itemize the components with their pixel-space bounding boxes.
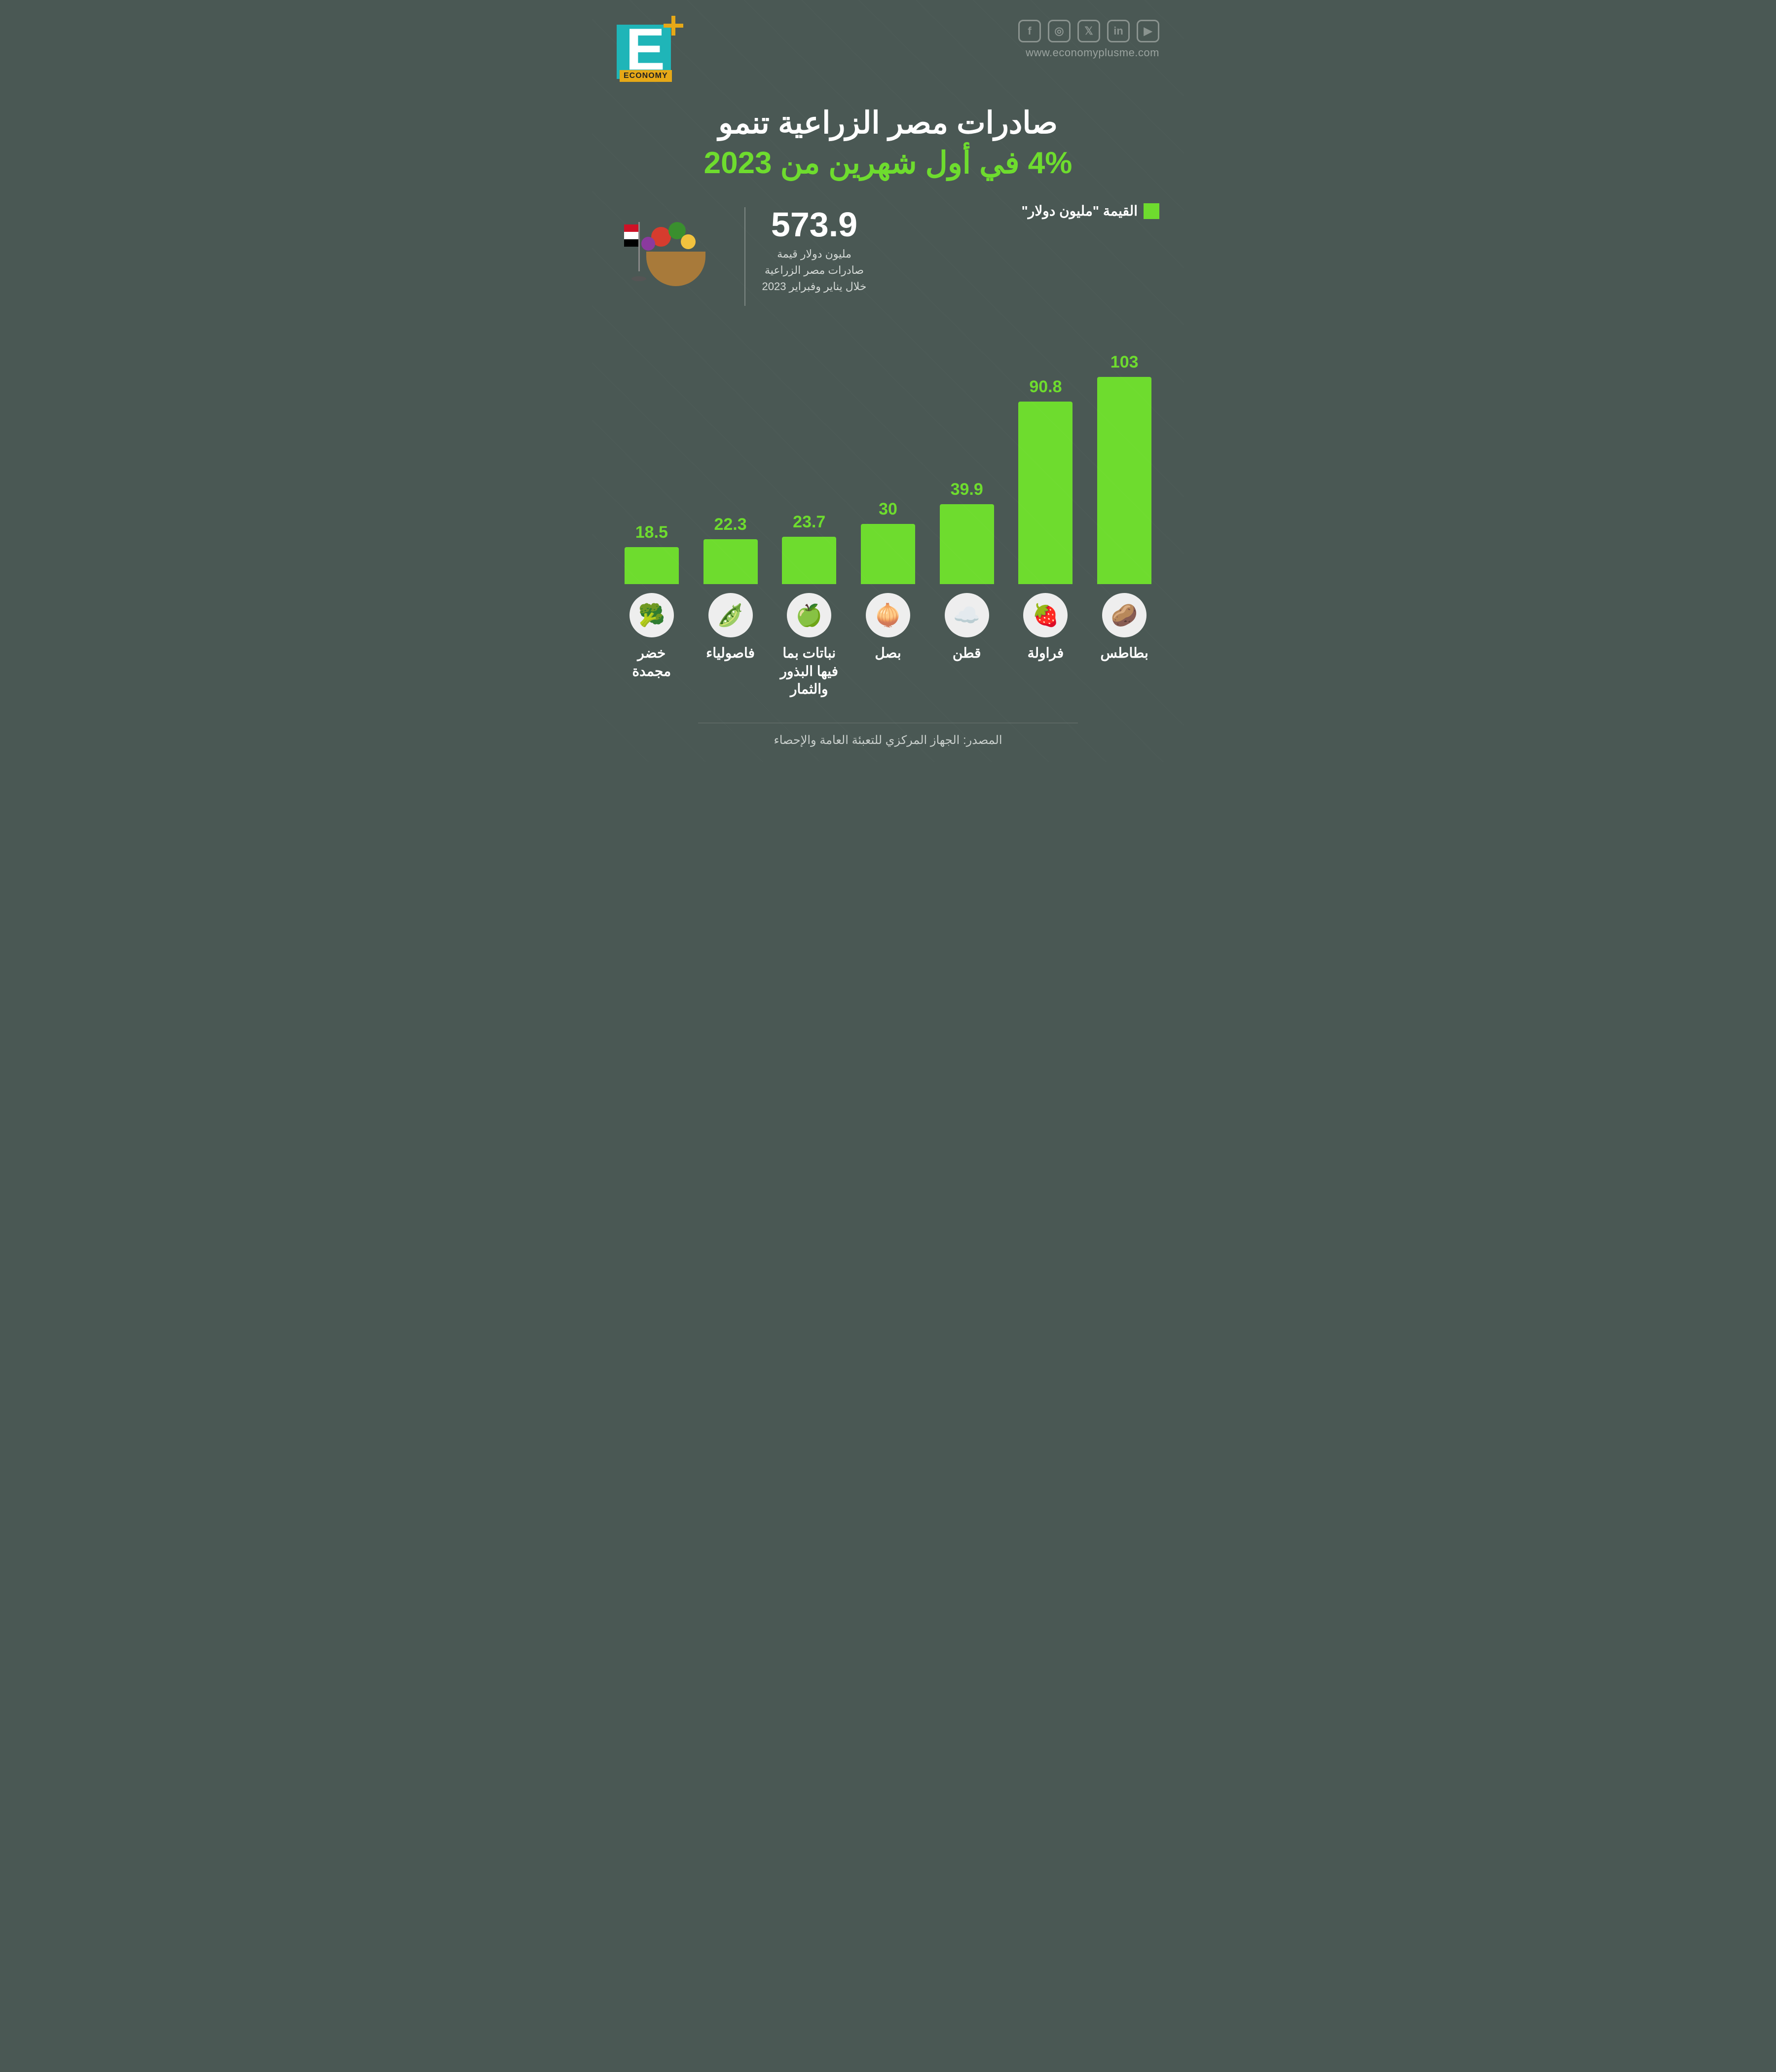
- bar: [861, 524, 915, 584]
- total-kpi: 573.9 مليون دولار قيمة صادرات مصر الزراع…: [760, 207, 868, 295]
- basket-illustration: [622, 207, 730, 296]
- product-icon: ☁️: [945, 593, 989, 637]
- bar: [1018, 402, 1073, 584]
- category-icon-cell: 🍏: [774, 593, 844, 637]
- legend-label: القيمة "مليون دولار": [1022, 203, 1138, 219]
- bar: [703, 539, 758, 584]
- bar-value: 103: [1110, 353, 1139, 372]
- bar-column: 103: [1089, 353, 1159, 584]
- product-icon: 🧅: [866, 593, 910, 637]
- category-label: بطاطس: [1089, 644, 1159, 698]
- category-label: بصل: [853, 644, 923, 698]
- category-label: فاصولياء: [696, 644, 766, 698]
- logo-label: ECONOMY: [620, 70, 672, 82]
- product-icon: 🫛: [708, 593, 753, 637]
- category-icon-cell: 🧅: [853, 593, 923, 637]
- product-icon: 🥔: [1102, 593, 1147, 637]
- facebook-icon[interactable]: f: [1018, 20, 1041, 42]
- bar-value: 23.7: [793, 513, 825, 532]
- kpi-value: 573.9: [760, 207, 868, 242]
- bars-container: 10390.839.93023.722.318.5: [617, 357, 1159, 584]
- bar-value: 90.8: [1029, 377, 1062, 397]
- bar-value: 30: [879, 500, 897, 519]
- category-icon-cell: 🥔: [1089, 593, 1159, 637]
- bar-column: 23.7: [774, 513, 844, 585]
- bar-value: 18.5: [635, 523, 668, 542]
- bar: [940, 504, 994, 585]
- brand-logo: E ECONOMY: [617, 20, 701, 89]
- category-label: نباتات بما فيها البذور والثمار: [774, 644, 844, 698]
- social-icons: f ◎ 𝕏 in ▶: [1018, 20, 1159, 42]
- bar: [1097, 377, 1151, 584]
- kpi-divider: [744, 207, 745, 306]
- legend-swatch: [1144, 203, 1159, 219]
- category-label: خضر مجمدة: [617, 644, 687, 698]
- category-icon-cell: 🍓: [1011, 593, 1081, 637]
- source-citation: المصدر: الجهاز المركزي للتعبئة العامة وا…: [698, 723, 1078, 747]
- category-icon-cell: 🫛: [696, 593, 766, 637]
- product-icon: 🥦: [629, 593, 674, 637]
- youtube-icon[interactable]: ▶: [1137, 20, 1159, 42]
- header: E ECONOMY f ◎ 𝕏 in ▶ www.economyplusme.c…: [617, 20, 1159, 89]
- category-icon-cell: 🥦: [617, 593, 687, 637]
- bar: [782, 537, 836, 585]
- kpi-block: 573.9 مليون دولار قيمة صادرات مصر الزراع…: [622, 207, 868, 306]
- website-url: www.economyplusme.com: [1018, 46, 1159, 59]
- category-icons-row: 🥔 🍓 ☁️ 🧅 🍏 🫛 🥦: [617, 593, 1159, 637]
- category-label: فراولة: [1011, 644, 1081, 698]
- bar-column: 30: [853, 500, 923, 584]
- bar-column: 18.5: [617, 523, 687, 584]
- linkedin-icon[interactable]: in: [1107, 20, 1130, 42]
- category-label: قطن: [932, 644, 1002, 698]
- bar-chart: 10390.839.93023.722.318.5 🥔🍓☁️🧅🍏🫛🥦 بطاطس…: [617, 357, 1159, 698]
- category-icon-cell: ☁️: [932, 593, 1002, 637]
- product-icon: 🍓: [1023, 593, 1068, 637]
- bar-column: 22.3: [696, 515, 766, 584]
- twitter-icon[interactable]: 𝕏: [1077, 20, 1100, 42]
- bar-column: 39.9: [932, 480, 1002, 585]
- plus-icon: [664, 16, 683, 36]
- instagram-icon[interactable]: ◎: [1048, 20, 1071, 42]
- headline: صادرات مصر الزراعية تنمو 4% في أول شهرين…: [617, 104, 1159, 183]
- bar-value: 22.3: [714, 515, 746, 534]
- product-icon: 🍏: [787, 593, 831, 637]
- header-right: f ◎ 𝕏 in ▶ www.economyplusme.com: [1018, 20, 1159, 59]
- category-labels-row: بطاطسفراولةقطنبصلنباتات بما فيها البذور …: [617, 644, 1159, 698]
- headline-line2: 4% في أول شهرين من 2023: [617, 144, 1159, 184]
- bar-column: 90.8: [1011, 377, 1081, 584]
- kpi-description: مليون دولار قيمة صادرات مصر الزراعية خلا…: [760, 246, 868, 295]
- bar: [625, 547, 679, 584]
- bar-value: 39.9: [951, 480, 983, 499]
- headline-line1: صادرات مصر الزراعية تنمو: [617, 104, 1159, 144]
